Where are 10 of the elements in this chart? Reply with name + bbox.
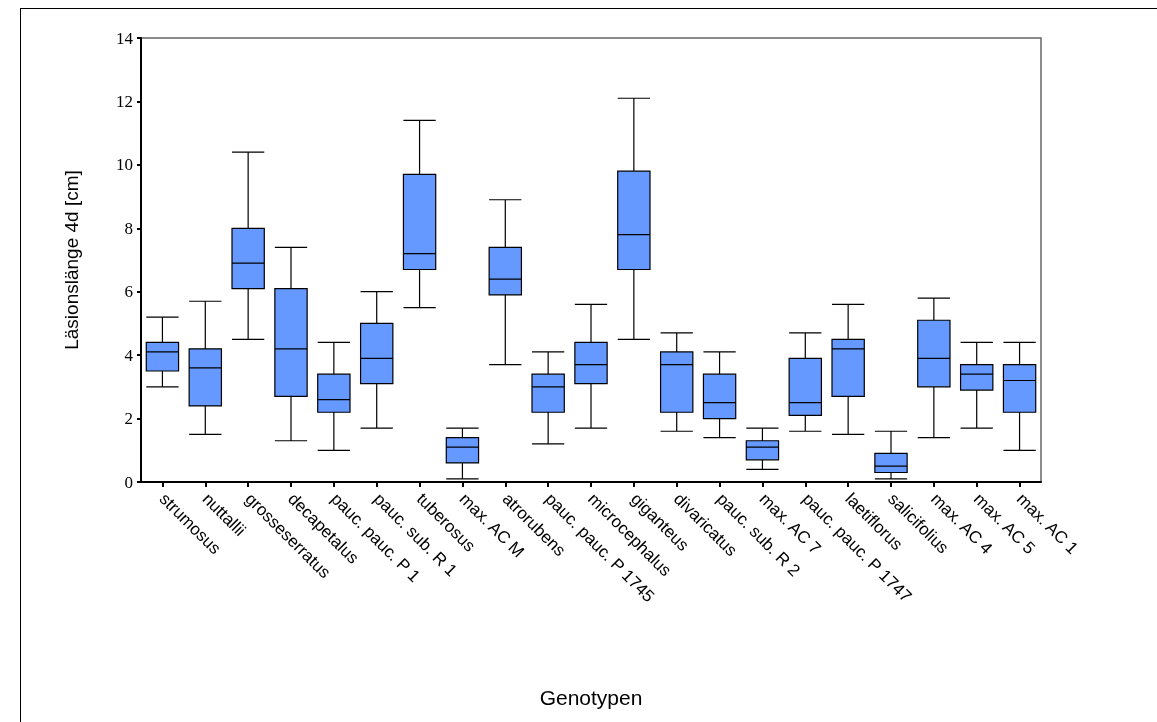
y-tick-label: 2 (124, 409, 133, 429)
y-tick-label: 8 (124, 218, 133, 238)
y-tick-label: 12 (116, 91, 133, 111)
y-tick-label: 10 (116, 155, 133, 175)
y-tick-label: 6 (124, 282, 133, 302)
y-axis-title: Läsionslänge 4d [cm] (61, 170, 82, 350)
y-tick-label: 0 (124, 472, 133, 492)
y-tick-label: 4 (124, 345, 134, 365)
y-tick-label: 14 (116, 28, 134, 48)
x-axis-title: Genotypen (539, 686, 643, 709)
